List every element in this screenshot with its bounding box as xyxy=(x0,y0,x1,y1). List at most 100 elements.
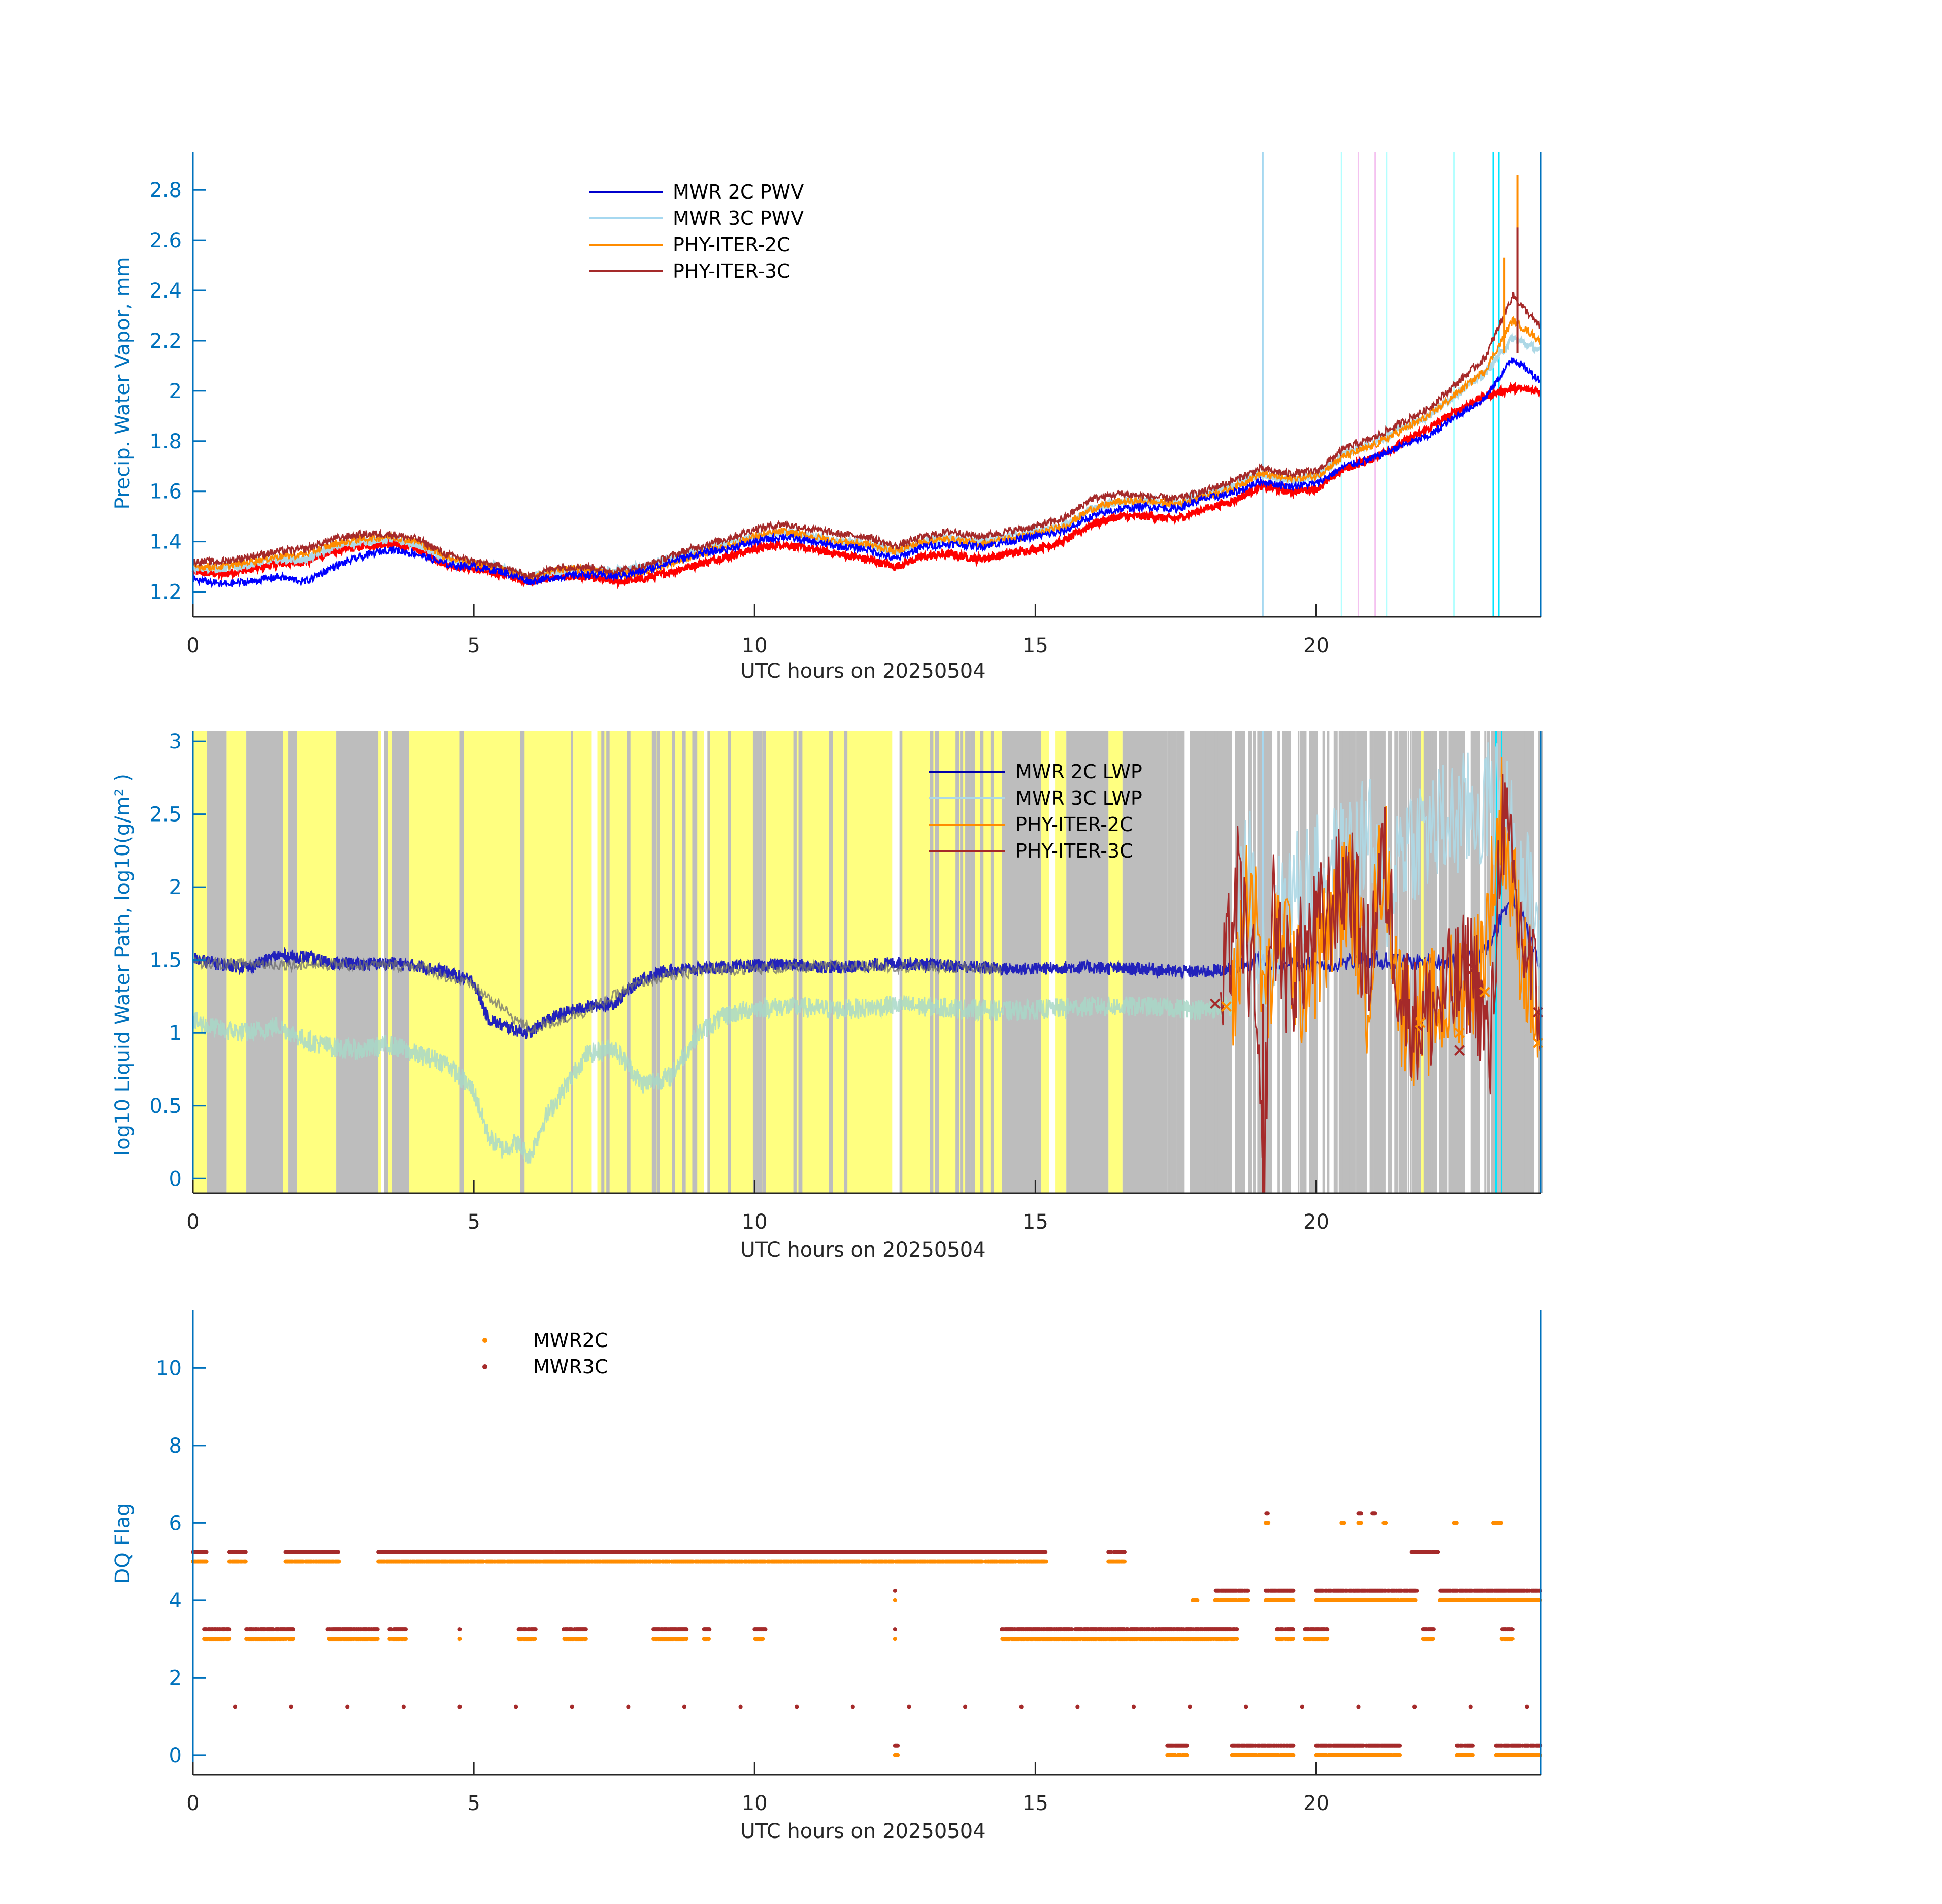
dq-y-tick-label: 10 xyxy=(156,1357,182,1380)
dq-y-axis-label: DQ Flag xyxy=(111,1503,135,1584)
lwp-x-tick-label: 10 xyxy=(742,1210,768,1234)
lwp-gray-stripe xyxy=(1214,731,1218,1193)
lwp-gray-stripe xyxy=(1374,731,1378,1193)
lwp-yellow-band xyxy=(1041,731,1050,1193)
dq-point-mwr3c xyxy=(1525,1704,1529,1709)
dq-point-mwr3c xyxy=(907,1704,911,1709)
dq-point-mwr3c xyxy=(1070,1627,1074,1632)
dq-point-mwr3c xyxy=(963,1704,968,1709)
dq-point-mwr2c xyxy=(1184,1753,1189,1757)
dq-point-mwr2c xyxy=(1044,1559,1048,1564)
dq-y-tick-label: 2 xyxy=(169,1666,182,1690)
dq-point-mwr2c xyxy=(1454,1521,1459,1525)
lwp-gray-stripe xyxy=(1180,731,1185,1193)
dq-point-mwr2c xyxy=(980,1559,984,1564)
dq-point-mwr2c xyxy=(1235,1637,1239,1642)
lwp-cross-marker xyxy=(1479,987,1490,998)
lwp-gray-stripe xyxy=(1194,731,1198,1193)
lwp-gray-stripe xyxy=(1210,731,1215,1193)
dq-point-mwr2c xyxy=(457,1637,462,1642)
pwv-y-tick-label: 2.8 xyxy=(149,179,182,202)
dq-point-mwr2c xyxy=(583,1637,588,1642)
lwp-y-tick-label: 0 xyxy=(169,1167,182,1191)
dq-point-mwr3c xyxy=(291,1627,295,1632)
pwv-y-axis-label: Precip. Water Vapor, mm xyxy=(111,257,135,510)
lwp-gray-stripe xyxy=(692,731,698,1193)
dq-point-mwr2c xyxy=(533,1637,537,1642)
pwv-series-group xyxy=(191,175,1542,590)
lwp-gray-stripe xyxy=(1205,731,1208,1193)
dq-point-mwr2c xyxy=(1431,1637,1435,1642)
dq-point-mwr3c xyxy=(896,1743,900,1748)
dq-point-mwr3c xyxy=(1414,1588,1419,1593)
lwp-gray-stripe xyxy=(651,731,657,1193)
lwp-legend-label: MWR 3C LWP xyxy=(1015,787,1142,809)
dq-point-mwr2c xyxy=(893,1637,897,1642)
dq-point-mwr3c xyxy=(1431,1627,1436,1632)
lwp-gray-band xyxy=(1002,731,1041,1193)
lwp-series-group xyxy=(192,742,1543,1194)
lwp-gray-stripe xyxy=(1516,731,1519,1193)
dq-y-tick-label: 4 xyxy=(169,1589,182,1613)
pwv-legend-label: PHY-ITER-3C xyxy=(673,260,791,282)
pwv-y-tick-label: 2.4 xyxy=(149,279,182,303)
dq-point-mwr3c xyxy=(1436,1550,1440,1554)
lwp-storm-phy-iter-3c-line xyxy=(1220,774,1541,1194)
dq-point-mwr3c xyxy=(1510,1627,1515,1632)
lwp-series-mwr3c-line xyxy=(192,995,1233,1164)
lwp-gray-stripe xyxy=(965,731,970,1193)
dq-x-tick-label: 5 xyxy=(467,1792,480,1815)
dq-point-mwr2c xyxy=(375,1637,380,1642)
dq-point-mwr2c xyxy=(896,1753,900,1757)
pwv-y-tick-label: 2.6 xyxy=(149,229,182,252)
lwp-y-tick-label: 2 xyxy=(169,876,182,899)
pwv-panel: 0 5 10 15 201.21.41.61.822.22.42.62.8 UTC ho… xyxy=(111,152,1542,683)
dq-point-mwr3c xyxy=(738,1704,743,1709)
dq-point-mwr3c xyxy=(1019,1704,1024,1709)
lwp-gray-stripe xyxy=(672,731,675,1193)
lwp-yellow-band xyxy=(474,731,592,1193)
lwp-gray-stripe xyxy=(1201,731,1203,1193)
lwp-yellow-band xyxy=(1055,731,1067,1193)
lwp-y-tick-label: 2.5 xyxy=(149,803,182,827)
dq-point-mwr3c xyxy=(1359,1511,1363,1516)
dq-point-mwr3c xyxy=(289,1704,293,1709)
dq-legend-label: MWR3C xyxy=(533,1356,608,1378)
lwp-y-axis-label: log10 Liquid Water Path, log10(g/m² ) xyxy=(111,774,135,1156)
dq-point-mwr3c xyxy=(893,1627,897,1632)
dq-point-mwr3c xyxy=(1291,1743,1296,1748)
dq-point-mwr3c xyxy=(457,1704,462,1709)
lwp-series-gray-overlay-line xyxy=(192,955,1003,1034)
lwp-gray-stripe xyxy=(1199,731,1201,1193)
dq-point-mwr3c xyxy=(684,1627,689,1632)
dq-y-tick-label: 6 xyxy=(169,1512,182,1535)
lwp-gray-stripe xyxy=(1178,731,1182,1193)
lwp-gray-band xyxy=(288,731,297,1193)
dq-point-mwr2c xyxy=(1413,1598,1418,1602)
lwp-cross-marker xyxy=(1454,1027,1465,1038)
dq-point-mwr3c xyxy=(1235,1627,1239,1632)
dq-point-mwr2c xyxy=(1325,1637,1330,1642)
dq-point-mwr3c xyxy=(707,1627,712,1632)
dq-point-mwr3c xyxy=(243,1550,248,1554)
lwp-gray-stripe xyxy=(1327,731,1330,1193)
pwv-series-phy-iter-2c-line xyxy=(192,316,1541,582)
lwp-gray-stripe xyxy=(1493,731,1495,1193)
dq-point-mwr3c xyxy=(233,1704,237,1709)
dq-point-mwr3c xyxy=(533,1627,538,1632)
dq-point-mwr3c xyxy=(626,1704,631,1709)
lwp-y-tick-label: 3 xyxy=(169,730,182,753)
dq-point-mwr2c xyxy=(1470,1753,1475,1757)
dq-y-tick-label: 0 xyxy=(169,1744,182,1767)
pwv-series-phy-iter-3c-line xyxy=(192,292,1541,581)
lwp-gray-stripe xyxy=(1174,731,1177,1193)
dq-point-mwr3c xyxy=(1075,1704,1080,1709)
pwv-x-tick-label: 15 xyxy=(1023,634,1048,658)
pwv-y-tick-label: 2 xyxy=(169,380,182,403)
dq-point-mwr2c xyxy=(204,1559,209,1564)
lwp-x-tick-label: 5 xyxy=(467,1210,480,1234)
